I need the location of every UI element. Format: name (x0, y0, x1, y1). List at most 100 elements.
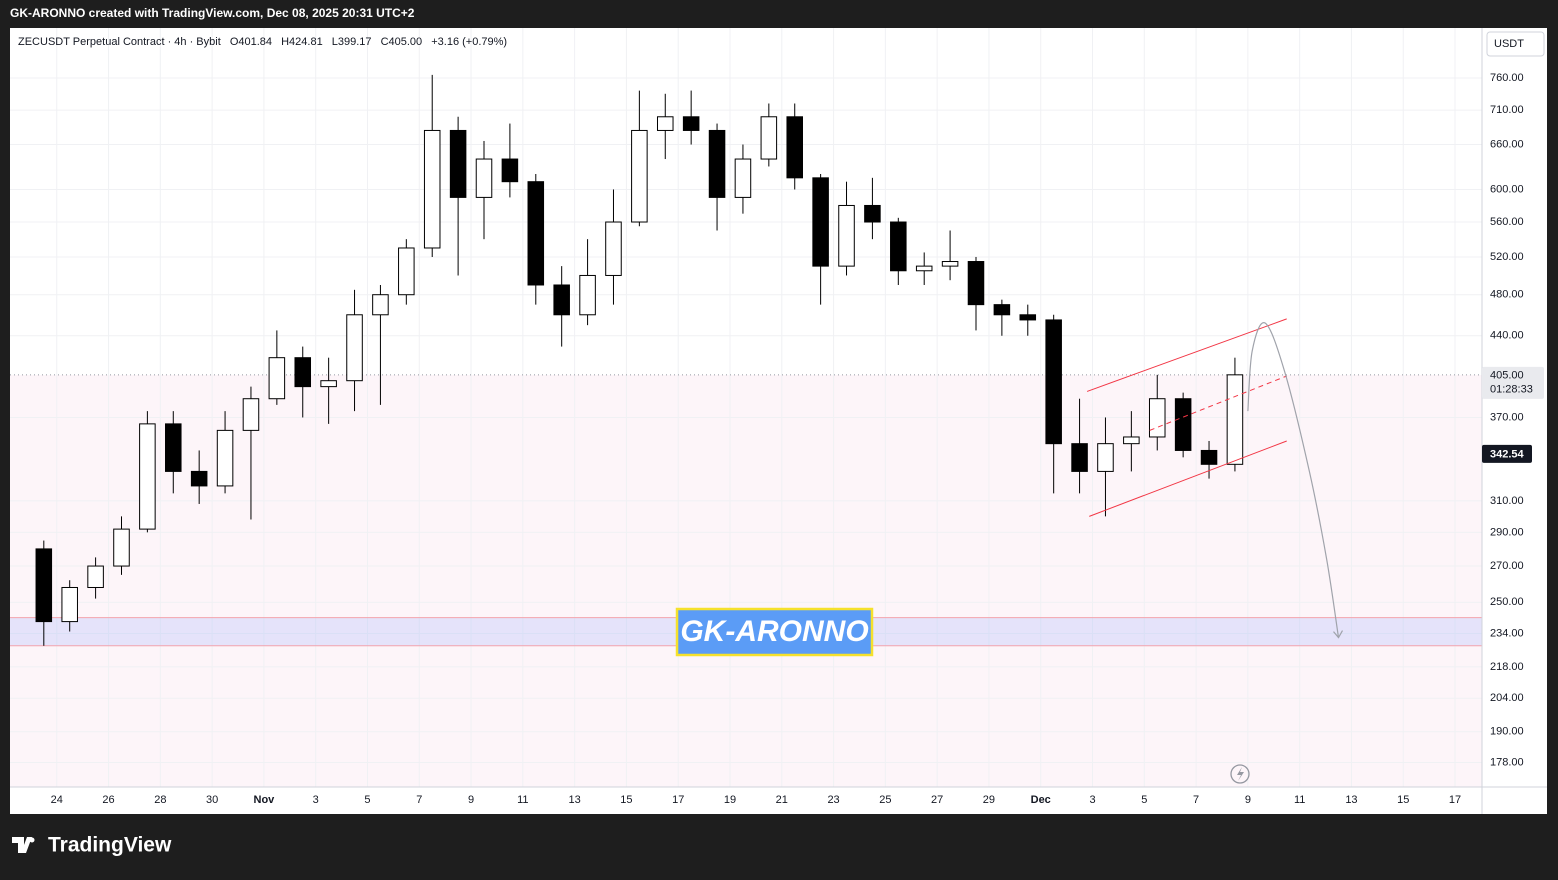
candle-body (605, 221, 622, 276)
ohlc-low: L399.17 (332, 36, 372, 48)
x-tick-label: 28 (154, 794, 166, 806)
candle-body (786, 116, 803, 179)
x-tick-label: 9 (468, 794, 474, 806)
x-tick-label: 19 (724, 794, 736, 806)
y-tick-label: 204.00 (1490, 692, 1524, 704)
x-tick-label: 13 (1345, 794, 1357, 806)
y-tick-label: 190.00 (1490, 726, 1524, 738)
y-tick-label: 370.00 (1490, 411, 1524, 423)
y-tick-label: 270.00 (1490, 560, 1524, 572)
x-tick-label: 7 (416, 794, 422, 806)
y-tick-label: 520.00 (1490, 251, 1524, 263)
channel-upper (1086, 318, 1287, 392)
y-tick-label: 660.00 (1490, 138, 1524, 150)
candle-body (760, 116, 778, 160)
change: +3.16 (+0.79%) (431, 36, 507, 48)
candle-body (190, 470, 208, 487)
x-tick-label: 3 (313, 794, 319, 806)
x-tick-label: 13 (569, 794, 581, 806)
candle-body (216, 429, 234, 487)
candle-body (864, 204, 881, 223)
y-tick-label: 250.00 (1490, 596, 1524, 608)
header-text: GK-ARONNO created with TradingView.com, … (10, 6, 415, 20)
candle-body (967, 261, 985, 306)
logo-dot (29, 837, 35, 843)
x-tick-label: 3 (1089, 794, 1095, 806)
x-tick-label: 17 (1449, 794, 1461, 806)
legend: ZECUSDT Perpetual Contract · 4h · Bybit … (18, 36, 507, 48)
x-tick-label: 17 (672, 794, 684, 806)
candle-body (890, 221, 907, 272)
channel-lower (1089, 440, 1287, 517)
x-tick-label: 9 (1245, 794, 1251, 806)
logo-mark (12, 837, 32, 853)
y-tick-label: 600.00 (1490, 183, 1524, 195)
replay-icon[interactable] (1230, 764, 1250, 784)
footer-brand: TradingView (48, 834, 172, 857)
projection-path (1247, 322, 1340, 638)
x-tick-label: 7 (1193, 794, 1199, 806)
candle-body (1148, 398, 1166, 438)
candle-body (993, 304, 1011, 316)
x-tick-label: 15 (620, 794, 632, 806)
last-price-label: 405.00 (1490, 370, 1524, 382)
candle-body (1019, 314, 1037, 321)
candle-body (475, 158, 493, 198)
candle-body (35, 548, 53, 623)
y-tick-label: 310.00 (1490, 495, 1524, 507)
candle-body (734, 158, 752, 198)
candle-body (346, 314, 363, 382)
channel-middle (1149, 375, 1287, 431)
marker-price-label: 342.54 (1490, 449, 1525, 461)
candle-body (242, 398, 260, 431)
ohlc-open: O401.84 (230, 36, 272, 48)
candle-body (838, 204, 855, 267)
candle-body (1071, 443, 1088, 472)
candle-body (812, 177, 829, 267)
x-tick-label: 27 (931, 794, 943, 806)
candle-body (268, 357, 286, 400)
currency-box[interactable] (1486, 31, 1545, 57)
candle-body (527, 181, 545, 286)
y-tick-label: 234.00 (1490, 627, 1524, 639)
candle-body (165, 423, 182, 472)
y-tick-label: 440.00 (1490, 330, 1524, 342)
x-tick-label: 26 (102, 794, 114, 806)
countdown-label: 01:28:33 (1490, 384, 1533, 396)
candles (35, 74, 1244, 646)
candle-body (398, 247, 415, 296)
x-tick-label: 15 (1397, 794, 1409, 806)
candle-body (61, 586, 78, 623)
watermark: GK-ARONNO (680, 615, 868, 648)
candle-body (579, 274, 596, 316)
candle-body (1097, 443, 1114, 472)
candle-body (682, 116, 700, 131)
y-tick-label: 480.00 (1490, 289, 1524, 301)
candle-body (941, 261, 959, 267)
projection-arrowhead (1333, 630, 1344, 639)
candle-body (294, 357, 312, 388)
x-tick-label: 11 (517, 794, 528, 806)
x-tick-label: 30 (206, 794, 218, 806)
y-tick-label: 760.00 (1490, 72, 1524, 84)
replay-bolt (1237, 767, 1244, 781)
x-tick-label: 5 (364, 794, 370, 806)
x-tick-label: 21 (776, 794, 788, 806)
candle-body (501, 158, 519, 183)
watermark-box (675, 607, 874, 657)
x-tick-label: 24 (51, 794, 63, 806)
candle-body (656, 116, 674, 131)
candle-body (1123, 436, 1140, 445)
y-tick-label: 710.00 (1490, 104, 1524, 116)
x-tick-label: 29 (983, 794, 995, 806)
overlays: GK-ARONNO (675, 318, 1344, 657)
candle-body (1226, 374, 1244, 465)
candle-body (708, 129, 726, 198)
x-tick-label: 11 (1294, 794, 1305, 806)
ohlc-close: C405.00 (381, 36, 423, 48)
candle-body (915, 265, 933, 272)
x-tick-label: 23 (827, 794, 839, 806)
currency[interactable]: USDT (1494, 38, 1524, 50)
candle-body (631, 129, 648, 223)
